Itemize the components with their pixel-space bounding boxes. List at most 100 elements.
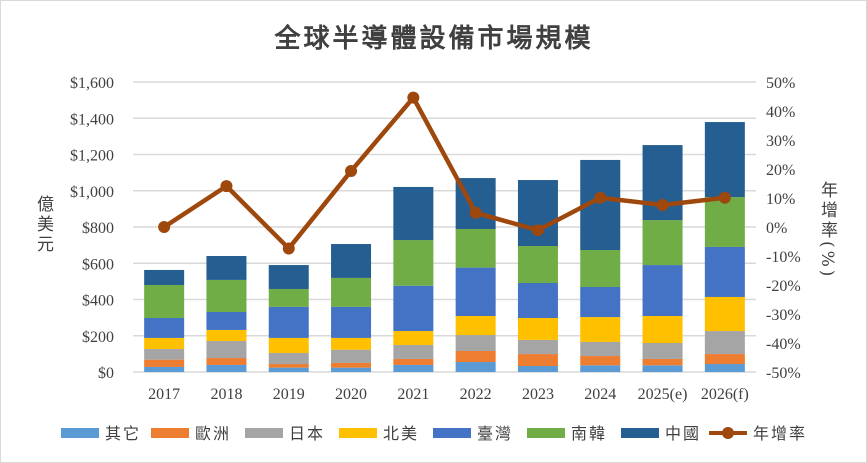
legend-label: 南韓	[571, 425, 607, 443]
x-tick-label: 2020	[335, 386, 367, 403]
bar-segment	[517, 317, 558, 340]
bar-segment	[393, 358, 434, 365]
bar-segment	[517, 366, 558, 372]
y2-tick-label: -50%	[766, 365, 801, 382]
legend-swatch	[433, 428, 471, 438]
bar-segment	[704, 197, 745, 247]
y2-tick-label: 10%	[766, 191, 795, 208]
bar-segment	[144, 366, 185, 372]
y-tick-label: $1,200	[70, 148, 114, 165]
y2-axis-label: 年增率(%)	[817, 181, 837, 280]
bar-segment	[393, 331, 434, 345]
bar-segment	[206, 358, 247, 365]
legend-swatch	[527, 428, 565, 438]
bar-segment	[144, 269, 185, 285]
y-tick-label: $800	[82, 220, 114, 237]
bar-segment	[268, 288, 309, 307]
bar-segment	[455, 335, 496, 351]
bar-segment	[268, 364, 309, 368]
bar-segment	[517, 283, 558, 318]
bar-segment	[580, 317, 621, 342]
bar-segment	[393, 344, 434, 359]
legend-label: 年增率	[753, 425, 807, 443]
y-tick-label: $600	[82, 256, 114, 273]
bar-segment	[455, 315, 496, 336]
growth-point	[718, 191, 731, 204]
bar-segment	[144, 359, 185, 367]
y2-tick-label: -20%	[766, 278, 801, 295]
bar-segment	[704, 354, 745, 365]
y2-tick-label: 0%	[766, 220, 787, 237]
bar-segment	[704, 331, 745, 355]
bar-segment	[144, 348, 185, 360]
bar-segment	[580, 356, 621, 366]
bar-segment	[206, 329, 247, 342]
bar-segment	[393, 240, 434, 286]
y2-tick-label: -30%	[766, 307, 801, 324]
bar-segment	[517, 339, 558, 355]
bar-segment	[455, 350, 496, 363]
y2-tick-label: 40%	[766, 104, 795, 121]
growth-point	[407, 91, 420, 104]
bar-segment	[642, 343, 683, 359]
bar-segment	[704, 122, 745, 198]
bar-segment	[144, 285, 185, 318]
bar-segment	[268, 352, 309, 365]
bar-segment	[642, 220, 683, 266]
legend-label: 日本	[289, 425, 325, 443]
bar-segment	[268, 306, 309, 338]
x-tick-label: 2021	[397, 386, 429, 403]
bar-segment	[206, 341, 247, 359]
bar-segment	[331, 362, 372, 368]
legend-swatch	[61, 428, 99, 438]
y2-tick-label: -10%	[766, 249, 801, 266]
growth-point	[158, 221, 171, 233]
legend-label: 北美	[383, 425, 419, 443]
bar-segment	[580, 250, 621, 287]
bar-segment	[268, 265, 309, 289]
x-tick-label: 2017	[148, 386, 180, 403]
legend-swatch	[339, 428, 377, 438]
bar-segment	[704, 364, 745, 372]
bar-segment	[268, 337, 309, 353]
y-tick-label: $400	[82, 293, 114, 310]
bar-segment	[642, 265, 683, 316]
bar-segment	[331, 244, 372, 278]
bar-segment	[704, 296, 745, 332]
legend-label: 其它	[105, 425, 141, 443]
bar-segment	[455, 267, 496, 316]
bar-segment	[517, 246, 558, 284]
bar-segment	[331, 306, 372, 338]
y-tick-label: $1,600	[70, 75, 114, 92]
growth-point	[282, 242, 295, 255]
y2-tick-label: 20%	[766, 162, 795, 179]
legend-swatch	[245, 428, 283, 438]
growth-point	[345, 165, 358, 178]
chart-title: 全球半導體設備市場規模	[273, 23, 593, 53]
bar-segment	[455, 228, 496, 268]
y-tick-label: $200	[82, 329, 114, 346]
bar-segment	[393, 285, 434, 332]
bar-segment	[331, 277, 372, 307]
bar-segment	[144, 317, 185, 338]
y2-tick-label: 30%	[766, 133, 795, 150]
x-tick-label: 2024	[584, 386, 616, 403]
bar-segment	[642, 315, 683, 343]
legend-label: 臺灣	[477, 425, 513, 443]
growth-line	[162, 95, 726, 251]
bar-segment	[206, 279, 247, 313]
bar-segment	[517, 354, 558, 367]
bar-segment	[331, 349, 372, 363]
x-tick-label: 2022	[460, 386, 492, 403]
growth-point	[220, 180, 233, 193]
bar-segment	[144, 337, 185, 349]
x-tick-label: 2023	[522, 386, 554, 403]
y2-tick-label: 50%	[766, 75, 795, 92]
x-tick-label: 2019	[273, 386, 305, 403]
bar-segment	[455, 362, 496, 372]
growth-point	[469, 206, 482, 219]
bar-segment	[642, 358, 683, 366]
y-axis-label: 億美元	[33, 195, 53, 255]
y-tick-label: $1,000	[70, 184, 114, 201]
